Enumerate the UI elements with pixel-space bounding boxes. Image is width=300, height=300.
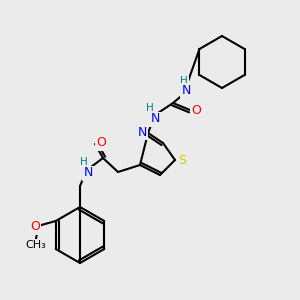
Text: O: O bbox=[191, 103, 201, 116]
Text: S: S bbox=[178, 154, 186, 166]
Text: O: O bbox=[96, 136, 106, 149]
Text: H: H bbox=[80, 157, 88, 167]
Text: N: N bbox=[181, 83, 191, 97]
Text: N: N bbox=[150, 112, 160, 125]
Text: N: N bbox=[83, 167, 93, 179]
Text: O: O bbox=[30, 220, 40, 233]
Text: H: H bbox=[180, 76, 188, 86]
Text: CH₃: CH₃ bbox=[26, 240, 46, 250]
Text: N: N bbox=[137, 125, 147, 139]
Text: H: H bbox=[146, 103, 154, 113]
